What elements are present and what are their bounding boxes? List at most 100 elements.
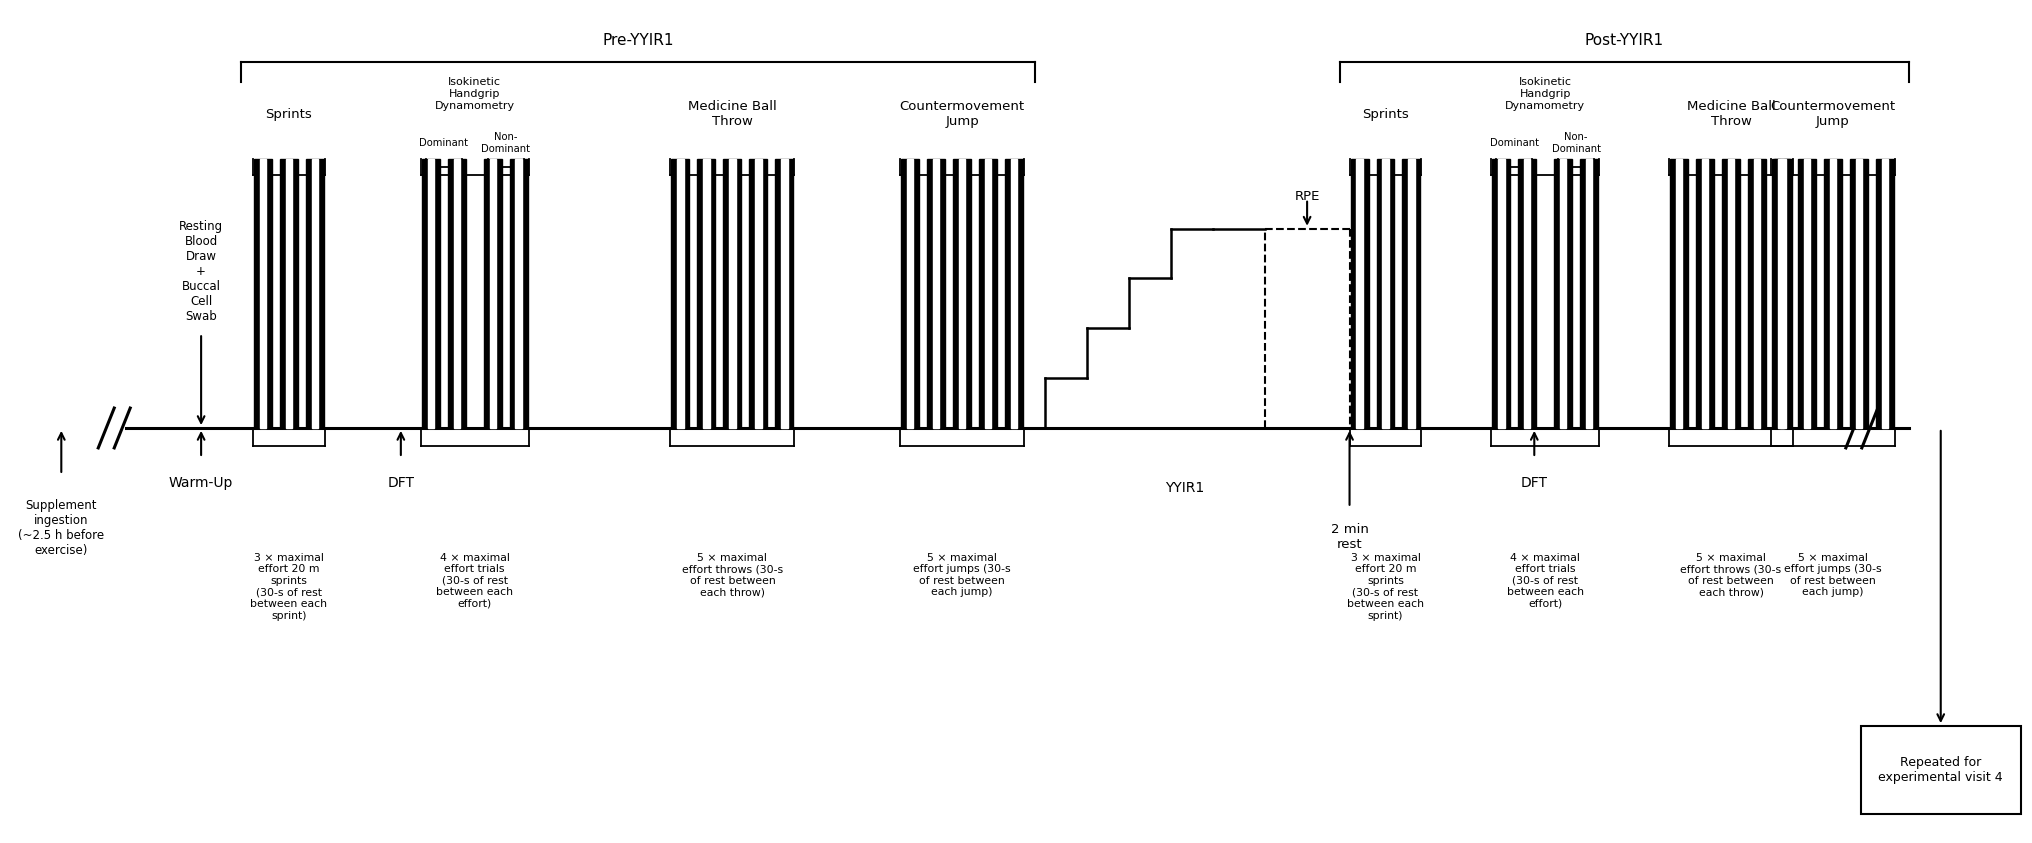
Text: Countermovement
Jump: Countermovement Jump (898, 100, 1024, 128)
Bar (953, 158, 971, 428)
Text: 5 × maximal
effort jumps (30-s
of rest between
each jump): 5 × maximal effort jumps (30-s of rest b… (912, 552, 1010, 598)
Text: DFT: DFT (1520, 475, 1546, 490)
Bar (750, 158, 766, 428)
Bar (1695, 158, 1713, 428)
Bar (1776, 158, 1784, 428)
Bar (906, 158, 912, 428)
Bar (1585, 158, 1591, 428)
Text: Post-YYIR1: Post-YYIR1 (1583, 33, 1662, 48)
Bar (754, 158, 762, 428)
Bar (1882, 158, 1888, 428)
Text: Countermovement
Jump: Countermovement Jump (1770, 100, 1894, 128)
Bar (1855, 158, 1861, 428)
Bar (1721, 158, 1739, 428)
Bar (1772, 158, 1788, 428)
Bar (490, 158, 496, 428)
Bar (1668, 158, 1687, 428)
Text: Isokinetic
Handgrip
Dynamometry: Isokinetic Handgrip Dynamometry (1504, 78, 1585, 110)
Text: Supplement
ingestion
(~2.5 h before
exercise): Supplement ingestion (~2.5 h before exer… (18, 499, 104, 556)
Bar (1701, 158, 1707, 428)
Bar (287, 158, 293, 428)
Bar (447, 158, 465, 428)
Text: Medicine Ball
Throw: Medicine Ball Throw (687, 100, 776, 128)
Bar (780, 158, 786, 428)
Bar (1796, 158, 1815, 428)
Bar (1727, 158, 1733, 428)
Bar (1355, 158, 1361, 428)
Bar (677, 158, 683, 428)
Bar (1802, 158, 1808, 428)
Bar (933, 158, 939, 428)
Bar (280, 158, 299, 428)
Bar (774, 158, 792, 428)
Text: Non-
Dominant: Non- Dominant (482, 132, 530, 153)
Bar (703, 158, 709, 428)
Bar (1376, 158, 1394, 428)
Bar (729, 158, 736, 428)
Bar (1579, 158, 1597, 428)
Bar (1408, 158, 1414, 428)
Text: RPE: RPE (1294, 191, 1319, 203)
Text: 5 × maximal
effort throws (30-s
of rest between
each throw): 5 × maximal effort throws (30-s of rest … (1680, 552, 1780, 598)
Bar (983, 158, 992, 428)
Bar (484, 158, 502, 428)
Bar (1010, 158, 1016, 428)
Text: 2 min
rest: 2 min rest (1331, 523, 1368, 550)
Text: 4 × maximal
effort trials
(30-s of rest
between each
effort): 4 × maximal effort trials (30-s of rest … (437, 552, 512, 609)
Text: YYIR1: YYIR1 (1164, 481, 1203, 495)
Text: Medicine Ball
Throw: Medicine Ball Throw (1687, 100, 1774, 128)
Bar (254, 158, 272, 428)
Bar (1876, 158, 1894, 428)
Bar (900, 158, 918, 428)
Text: Sprints: Sprints (266, 108, 313, 121)
Bar (516, 158, 522, 428)
Text: Sprints: Sprints (1361, 108, 1408, 121)
Text: Repeated for
experimental visit 4: Repeated for experimental visit 4 (1878, 756, 2002, 784)
Bar (723, 158, 742, 428)
Text: 4 × maximal
effort trials
(30-s of rest
between each
effort): 4 × maximal effort trials (30-s of rest … (1506, 552, 1583, 609)
Bar (959, 158, 965, 428)
Bar (1778, 158, 1786, 428)
Text: Dominant: Dominant (419, 138, 467, 148)
Bar (1559, 158, 1567, 428)
Bar (1491, 158, 1510, 428)
Bar (1754, 158, 1760, 428)
Bar (260, 158, 266, 428)
Bar (427, 158, 433, 428)
FancyBboxPatch shape (1859, 726, 2020, 813)
Bar (1402, 158, 1420, 428)
Text: Pre-YYIR1: Pre-YYIR1 (601, 33, 673, 48)
Bar (311, 158, 317, 428)
Bar (1498, 158, 1504, 428)
Bar (421, 158, 439, 428)
Text: 3 × maximal
effort 20 m
sprints
(30-s of rest
between each
sprint): 3 × maximal effort 20 m sprints (30-s of… (1347, 552, 1422, 620)
Text: Dominant: Dominant (1489, 138, 1538, 148)
Bar (979, 158, 996, 428)
Text: 3 × maximal
effort 20 m
sprints
(30-s of rest
between each
sprint): 3 × maximal effort 20 m sprints (30-s of… (250, 552, 327, 620)
Bar (1518, 158, 1536, 428)
Bar (697, 158, 715, 428)
Bar (1349, 158, 1368, 428)
Bar (307, 158, 323, 428)
Bar (1524, 158, 1530, 428)
Bar (1748, 158, 1766, 428)
Text: Resting
Blood
Draw
+
Buccal
Cell
Swab: Resting Blood Draw + Buccal Cell Swab (179, 220, 224, 323)
Bar (1674, 158, 1680, 428)
Bar (1829, 158, 1835, 428)
Bar (1554, 158, 1571, 428)
Bar (453, 158, 459, 428)
Text: Isokinetic
Handgrip
Dynamometry: Isokinetic Handgrip Dynamometry (435, 78, 514, 110)
Bar (1004, 158, 1022, 428)
Text: Non-
Dominant: Non- Dominant (1550, 132, 1599, 153)
Text: 5 × maximal
effort throws (30-s
of rest between
each throw): 5 × maximal effort throws (30-s of rest … (681, 552, 782, 598)
Text: Warm-Up: Warm-Up (169, 475, 234, 490)
Bar (927, 158, 945, 428)
Bar (1382, 158, 1388, 428)
Text: 5 × maximal
effort jumps (30-s
of rest between
each jump): 5 × maximal effort jumps (30-s of rest b… (1784, 552, 1882, 598)
Bar (1774, 158, 1790, 428)
Bar (671, 158, 689, 428)
Bar (510, 158, 528, 428)
Bar (1849, 158, 1867, 428)
Bar (1823, 158, 1841, 428)
Text: DFT: DFT (388, 475, 415, 490)
